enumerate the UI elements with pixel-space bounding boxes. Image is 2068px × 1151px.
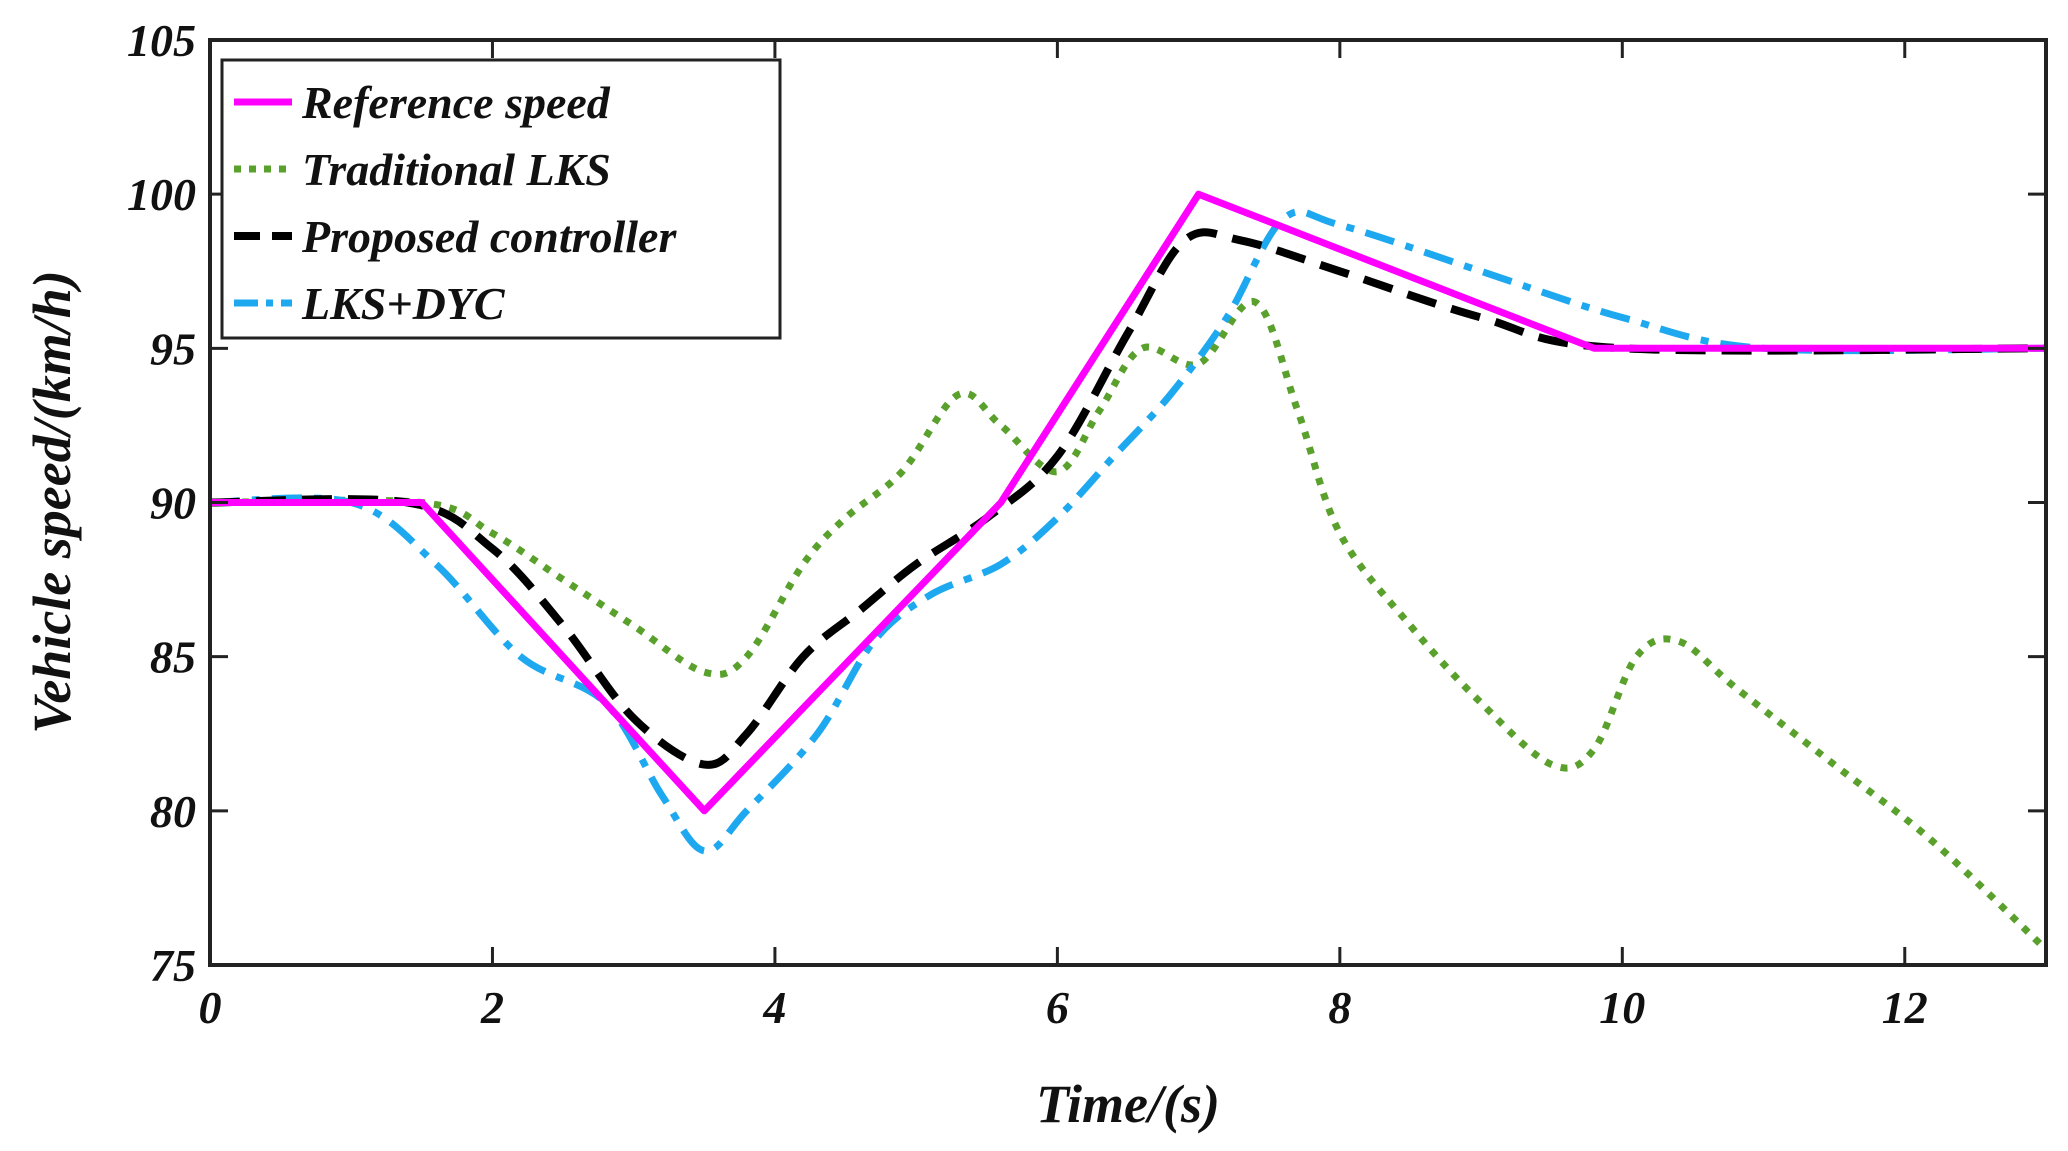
series-line-traditional-lks — [209, 298, 2049, 953]
legend-label: Proposed controller — [301, 211, 677, 262]
x-tick-label: 12 — [1882, 982, 1928, 1033]
series-line-reference-speed — [210, 190, 2046, 815]
y-tick-label: 100 — [127, 169, 196, 220]
series-line-lks-dyc — [209, 208, 2047, 855]
series-layer — [209, 190, 2049, 953]
x-tick-label: 4 — [762, 982, 786, 1033]
series-line-proposed-controller — [209, 228, 2047, 769]
x-tick-label: 6 — [1046, 982, 1069, 1033]
x-tick-label: 0 — [199, 982, 222, 1033]
ticks-layer: 0 2 4 6 8 10 12 75 80 85 90 95 100 105 — [127, 15, 2046, 1033]
x-tick-label: 10 — [1599, 982, 1645, 1033]
legend-label: LKS+DYC — [301, 278, 506, 329]
y-axis-label: Vehicle speed/(km/h) — [22, 270, 82, 733]
y-tick-label: 105 — [127, 15, 196, 66]
y-tick-label: 80 — [150, 786, 196, 837]
legend-box — [220, 58, 782, 340]
y-tick-label: 85 — [150, 632, 196, 683]
x-axis-label: Time/(s) — [1036, 1074, 1220, 1134]
x-tick-label: 2 — [480, 982, 504, 1033]
y-tick-label: 90 — [150, 478, 196, 529]
legend: Reference speed Traditional LKS Proposed c… — [220, 58, 782, 340]
y-tick-label: 95 — [150, 323, 196, 374]
legend-label: Traditional LKS — [302, 144, 611, 195]
legend-label: Reference speed — [301, 77, 611, 128]
x-tick-label: 8 — [1328, 982, 1351, 1033]
y-tick-label: 75 — [150, 940, 196, 991]
